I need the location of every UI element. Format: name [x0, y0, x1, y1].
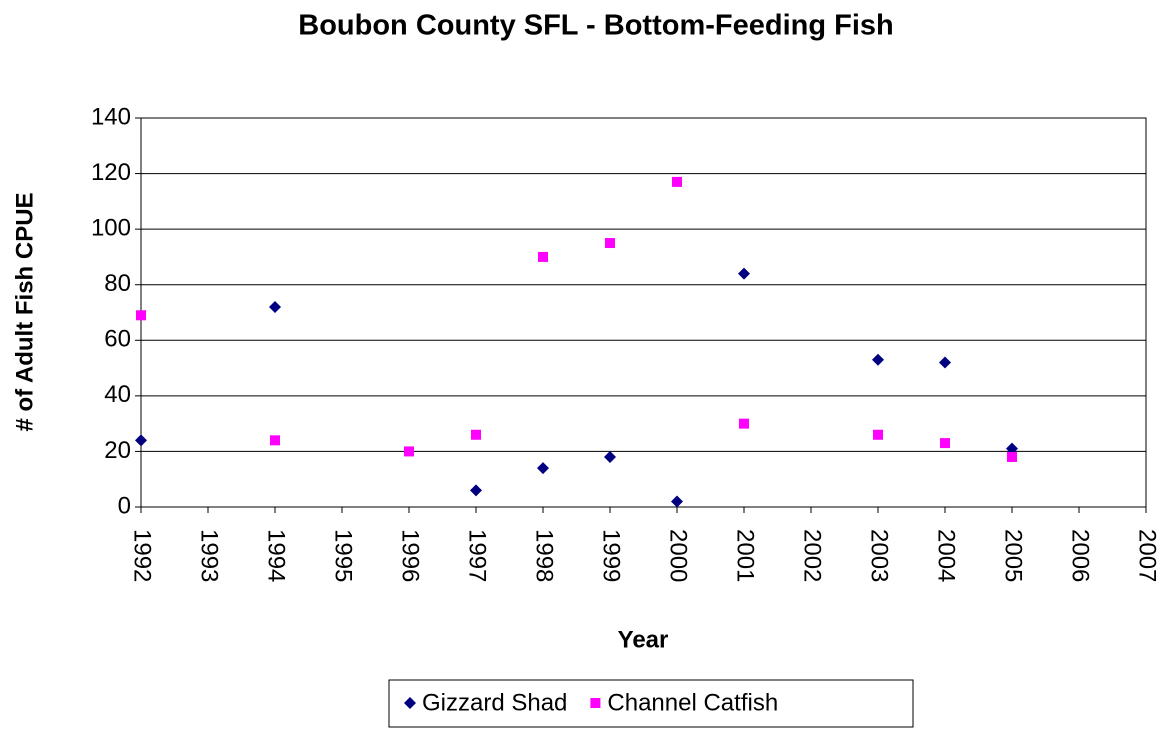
x-tick-label: 1992 — [129, 529, 156, 582]
data-point — [605, 238, 615, 249]
data-point — [672, 176, 682, 187]
data-point — [671, 495, 683, 508]
y-tick-label: 20 — [104, 437, 131, 464]
data-point — [136, 310, 146, 321]
data-point — [471, 429, 481, 440]
data-point — [873, 429, 883, 440]
data-point — [739, 418, 749, 429]
data-point — [404, 446, 414, 457]
legend-label: Channel Catfish — [607, 689, 778, 716]
data-point — [939, 356, 951, 369]
x-tick-label: 1999 — [598, 529, 625, 582]
x-tick-label: 1998 — [531, 529, 558, 582]
x-tick-label: 1997 — [464, 529, 491, 582]
x-tick-label: 2006 — [1067, 529, 1094, 582]
plot-border — [140, 117, 1147, 508]
y-tick-label: 60 — [104, 326, 131, 353]
data-point — [538, 251, 548, 262]
legend-marker — [590, 698, 601, 708]
x-tick-label: 2007 — [1134, 529, 1161, 582]
y-tick-label: 140 — [91, 103, 131, 130]
y-tick-label: 40 — [104, 381, 131, 408]
data-point — [872, 353, 884, 366]
x-tick-label: 1995 — [330, 529, 357, 582]
data-point — [1007, 451, 1017, 462]
x-axis-label: Year — [618, 626, 669, 653]
data-point — [470, 484, 482, 497]
x-tick-label: 2001 — [732, 529, 759, 582]
legend-marker — [404, 697, 416, 709]
data-point — [1006, 442, 1018, 455]
chart-title: Boubon County SFL - Bottom-Feeding Fish — [298, 10, 894, 42]
y-tick-label: 100 — [91, 214, 131, 241]
data-point — [270, 435, 280, 446]
data-point — [738, 267, 750, 280]
x-tick-label: 2002 — [799, 529, 826, 582]
legend-label: Gizzard Shad — [422, 689, 567, 716]
y-tick-label: 120 — [91, 159, 131, 186]
y-tick-label: 80 — [104, 270, 131, 297]
data-point — [537, 462, 549, 475]
x-tick-label: 1993 — [196, 529, 223, 582]
y-tick-label: 0 — [118, 492, 131, 519]
data-point — [604, 450, 616, 463]
data-point — [940, 438, 950, 449]
legend-box — [388, 679, 914, 728]
x-tick-label: 2003 — [866, 529, 893, 582]
x-tick-label: 1994 — [263, 529, 290, 582]
data-point — [269, 300, 281, 313]
x-tick-label: 2000 — [665, 529, 692, 582]
x-tick-label: 2004 — [933, 529, 960, 582]
x-tick-label: 2005 — [1000, 529, 1027, 582]
y-axis-label: # of Adult Fish CPUE — [11, 192, 38, 431]
data-point — [135, 434, 147, 447]
x-tick-label: 1996 — [397, 529, 424, 582]
